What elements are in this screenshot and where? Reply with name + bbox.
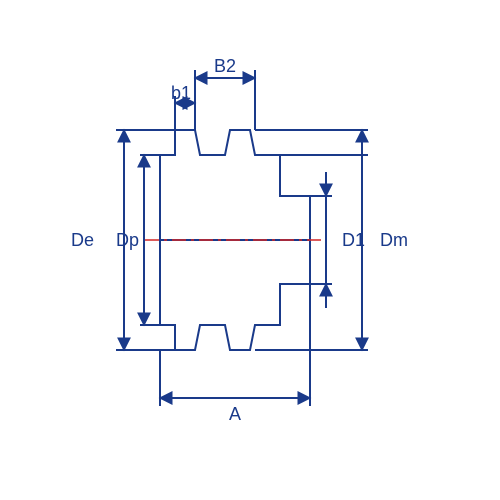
label-De: De [71, 230, 94, 250]
sprocket-dimension-diagram: b1B2ADeDpD1Dm [0, 0, 500, 500]
sprocket-top-half [160, 130, 310, 240]
label-A: A [229, 404, 241, 424]
label-B2: B2 [214, 56, 236, 76]
label-Dm: Dm [380, 230, 408, 250]
label-Dp: Dp [116, 230, 139, 250]
label-b1: b1 [171, 83, 191, 103]
sprocket-bottom-half [160, 240, 310, 350]
